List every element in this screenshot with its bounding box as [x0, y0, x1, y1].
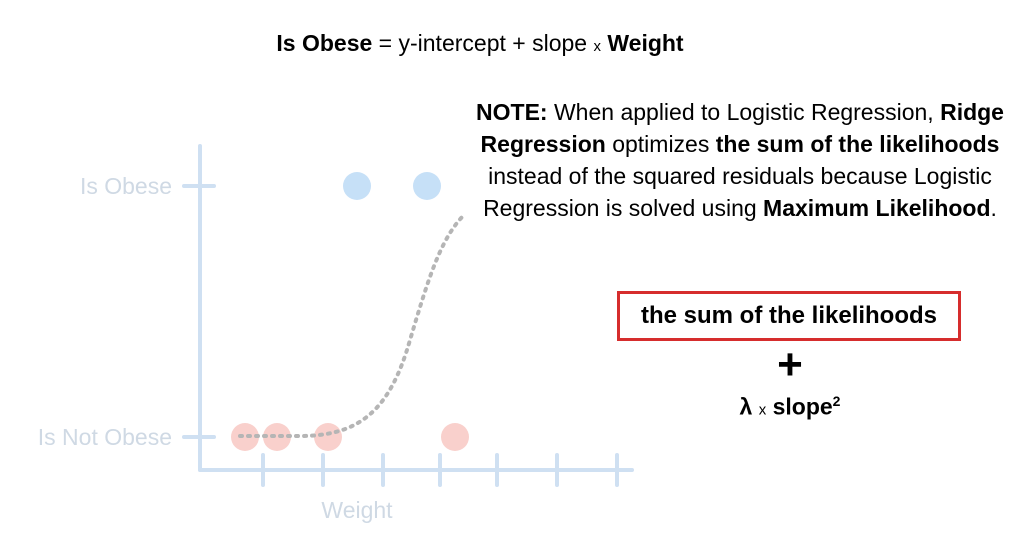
- not-obese-point: [263, 423, 291, 451]
- y-label-obese: Is Obese: [80, 173, 172, 199]
- penalty-times: x: [758, 401, 767, 419]
- sum-likelihoods-label: the sum of the likelihoods: [640, 302, 938, 329]
- not-obese-point: [231, 423, 259, 451]
- sum-likelihoods-box: the sum of the likelihoods: [617, 291, 961, 341]
- equation-lhs: Is Obese: [276, 30, 373, 56]
- equation-plus: +: [512, 30, 526, 56]
- note-text-3: instead of the squared residuals because…: [483, 163, 992, 221]
- lambda-symbol: λ: [739, 393, 753, 420]
- obese-point: [343, 172, 371, 200]
- equation: Is Obese = y-intercept + slope x Weight: [0, 30, 960, 57]
- y-label-not-obese: Is Not Obese: [38, 424, 172, 450]
- plus-sign: +: [777, 340, 803, 389]
- equation-slope: slope: [532, 30, 588, 56]
- note-text-1: When applied to Logistic Regression,: [547, 99, 941, 125]
- x-label-weight: Weight: [321, 497, 393, 523]
- not-obese-point: [314, 423, 342, 451]
- note-text-2: optimizes: [605, 131, 716, 157]
- note-bold-max-likelihood: Maximum Likelihood: [763, 195, 991, 221]
- note-heading: NOTE:: [476, 99, 548, 125]
- note-bold-likelihoods: the sum of the likelihoods: [715, 131, 1000, 157]
- penalty-term: λ x slope2: [690, 393, 890, 421]
- equation-times: x: [593, 38, 601, 55]
- note-text-4: .: [990, 195, 997, 221]
- equation-equals: =: [378, 30, 393, 56]
- equation-rhs: Weight: [607, 30, 684, 56]
- logistic-curve: [238, 214, 465, 438]
- note-text: NOTE: When applied to Logistic Regressio…: [462, 96, 1016, 224]
- penalty-exponent: 2: [832, 393, 841, 409]
- penalty-slope: slope: [772, 393, 833, 420]
- equation-intercept: y-intercept: [398, 30, 506, 56]
- plot-axes: [182, 144, 634, 487]
- obese-point: [413, 172, 441, 200]
- note-bold-ridge: Ridge Regression: [480, 99, 1004, 157]
- not-obese-point: [441, 423, 469, 451]
